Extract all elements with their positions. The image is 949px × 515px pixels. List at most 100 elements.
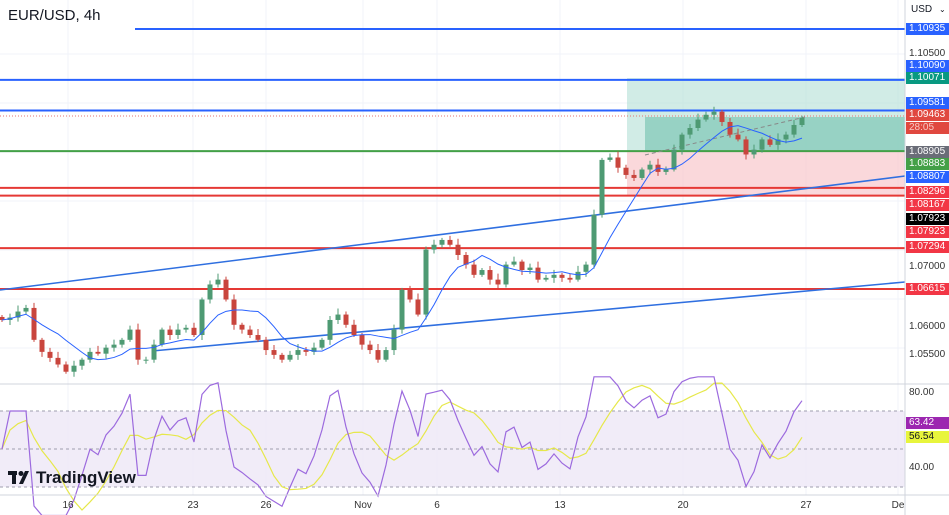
candle-body — [0, 316, 5, 320]
currency-selector[interactable]: USD ⌄ — [907, 0, 949, 18]
candle-body — [327, 319, 333, 340]
candle-body — [575, 271, 581, 280]
candle-body — [727, 121, 733, 135]
candle-body — [303, 350, 309, 352]
candle-body — [271, 350, 277, 355]
candle-body — [431, 244, 437, 250]
time-label: 16 — [62, 500, 74, 511]
price-label: 1.06615 — [906, 283, 949, 295]
candle-body — [479, 270, 485, 275]
candle-body — [183, 327, 189, 330]
candle-body — [527, 267, 533, 271]
candle-body — [127, 329, 133, 340]
candle-body — [647, 164, 653, 170]
time-label: 13 — [554, 500, 566, 511]
candle-body — [335, 314, 341, 320]
candle-body — [15, 311, 21, 318]
candle-body — [207, 284, 213, 300]
candle-body — [751, 149, 757, 155]
candle-body — [287, 354, 293, 360]
candle-body — [679, 134, 685, 150]
price-label: 1.08883 — [906, 158, 949, 170]
candle-body — [535, 267, 541, 280]
candle-body — [263, 339, 269, 351]
candle-body — [463, 254, 469, 265]
price-label: 1.08905 — [906, 146, 949, 158]
candle-body — [215, 279, 221, 285]
candle-body — [471, 264, 477, 275]
price-label: 1.08167 — [906, 199, 949, 211]
time-label: 20 — [677, 500, 689, 511]
candle-body — [343, 314, 349, 325]
candle-body — [599, 159, 605, 215]
candle-body — [55, 357, 61, 365]
candle-body — [399, 289, 405, 330]
candle-body — [391, 329, 397, 351]
candle-body — [231, 299, 237, 325]
price-label: 1.09581 — [906, 97, 949, 109]
candle-body — [551, 274, 557, 278]
time-label: 23 — [187, 500, 199, 511]
candle-body — [111, 344, 117, 348]
candle-body — [295, 350, 301, 355]
candle-body — [31, 307, 37, 340]
tradingview-logo[interactable]: TradingView — [8, 468, 136, 488]
time-label: 26 — [260, 500, 272, 511]
candle-body — [543, 277, 549, 280]
candle-body — [199, 299, 205, 336]
rsi-ma-line — [1, 382, 803, 511]
candle-body — [719, 111, 725, 122]
price-label: 1.10071 — [906, 72, 949, 84]
price-label: 1.08807 — [906, 171, 949, 183]
candle-body — [279, 354, 285, 360]
candle-body — [767, 139, 773, 145]
candle-body — [607, 157, 613, 160]
candle-body — [223, 279, 229, 300]
price-label: 1.10500 — [909, 48, 946, 59]
candle-body — [447, 239, 453, 245]
candle-body — [71, 365, 77, 372]
candle-body — [39, 339, 45, 352]
logo-text: TradingView — [36, 468, 136, 487]
candle-body — [639, 169, 645, 178]
candle-body — [311, 347, 317, 352]
candle-body — [455, 244, 461, 255]
candle-body — [367, 344, 373, 351]
candle-body — [151, 344, 157, 360]
candle-body — [615, 157, 621, 168]
candle-body — [567, 277, 573, 280]
candle-body — [407, 289, 413, 300]
candle-body — [743, 139, 749, 155]
price-label: 1.10090 — [906, 60, 949, 72]
channel-lower-trendline — [151, 281, 906, 352]
candle-body — [503, 264, 509, 285]
candle-body — [23, 307, 29, 312]
candle-body — [423, 249, 429, 315]
candle-body — [759, 139, 765, 150]
candle-body — [47, 351, 53, 358]
candle-body — [687, 127, 693, 135]
price-label: 1.07923 — [906, 213, 949, 225]
candle-body — [319, 339, 325, 348]
candle-body — [439, 239, 445, 245]
candle-body — [135, 329, 141, 360]
candle-body — [703, 114, 709, 120]
tradingview-logo-icon — [8, 471, 29, 484]
time-label: 27 — [800, 500, 812, 511]
candle-body — [383, 350, 389, 360]
candle-body — [415, 299, 421, 315]
channel-upper-trendline — [0, 175, 906, 291]
candle-body — [559, 274, 565, 278]
candle-body — [159, 329, 165, 345]
candle-body — [103, 347, 109, 354]
candle-body — [79, 359, 85, 366]
candle-body — [119, 339, 125, 345]
candle-body — [175, 329, 181, 336]
candle-body — [167, 329, 173, 336]
price-label: 1.08296 — [906, 186, 949, 198]
chevron-down-icon: ⌄ — [939, 5, 946, 14]
candle-body — [663, 169, 669, 172]
candle-body — [623, 167, 629, 175]
price-label: 1.09463 — [906, 109, 949, 121]
